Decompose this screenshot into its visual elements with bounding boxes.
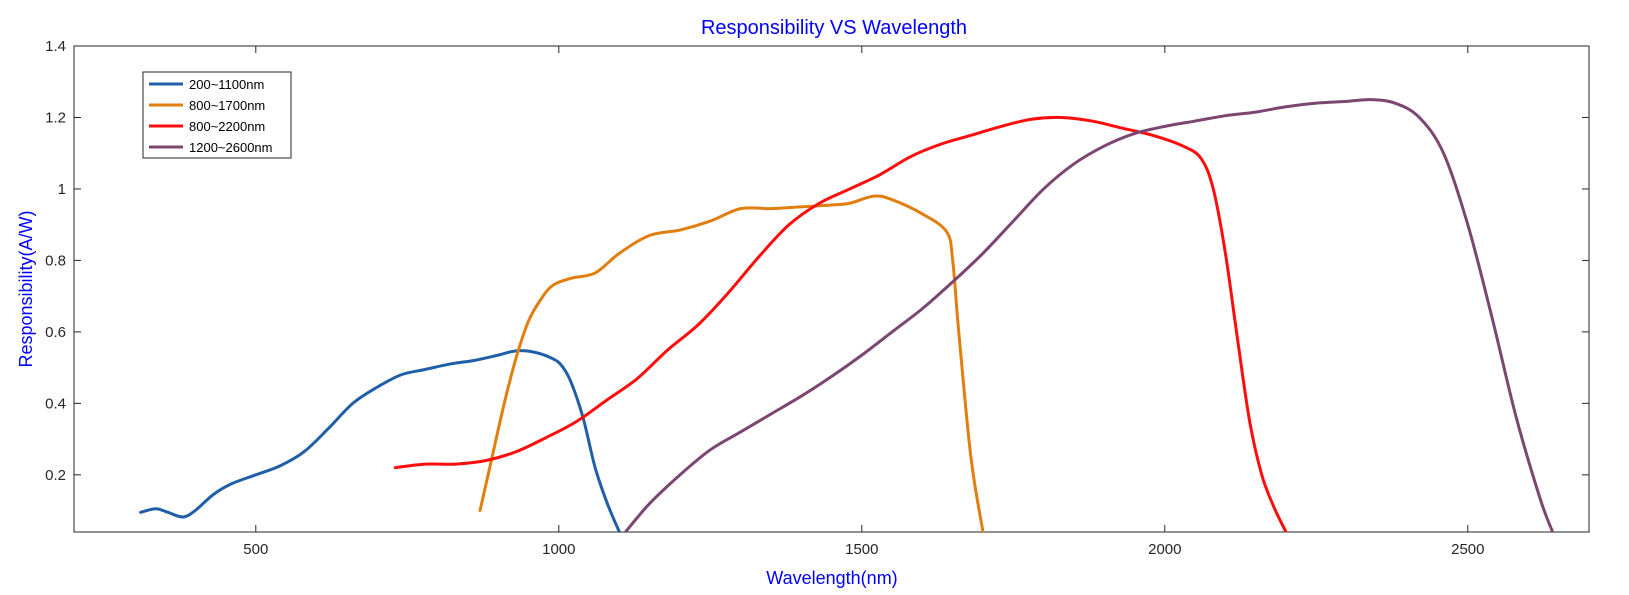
series-line-1 <box>139 349 621 532</box>
plot-frame <box>73 45 1590 533</box>
series-line-4 <box>623 98 1555 532</box>
legend-label: 800~2200nm <box>189 119 265 134</box>
axis-ticks <box>74 45 1589 532</box>
x-tick-label: 2000 <box>1148 541 1181 558</box>
tick-labels: 500 1000 1500 2000 2500 0.2 0.4 0.6 0.8 1 1.2 1.4 <box>45 38 1484 558</box>
series-layer <box>139 98 1555 532</box>
y-tick-label: 1.2 <box>45 109 66 126</box>
y-tick-label: 0.2 <box>45 467 66 484</box>
x-tick-label: 1000 <box>542 541 575 558</box>
y-tick-label: 0.4 <box>45 395 66 412</box>
series-line-3 <box>393 115 1288 532</box>
y-tick-label: 0.8 <box>45 252 66 269</box>
y-tick-label: 1 <box>58 181 66 198</box>
y-tick-label: 0.6 <box>45 324 66 341</box>
legend-box <box>142 71 292 159</box>
legend-label: 1200~2600nm <box>189 140 273 155</box>
legend-label: 200~1100nm <box>189 77 264 92</box>
legend: 200~1100nm 800~1700nm 800~2200nm 1200~2600n… <box>142 71 292 159</box>
x-tick-label: 2500 <box>1451 541 1484 558</box>
x-tick-label: 1500 <box>845 541 878 558</box>
legend-label: 800~1700nm <box>189 98 265 113</box>
x-tick-label: 500 <box>243 541 268 558</box>
chart-title: Responsibility VS Wavelength <box>701 17 967 39</box>
x-axis-label: Wavelength(nm) <box>766 568 897 588</box>
y-axis-label: Responsibility(A/W) <box>16 210 36 367</box>
series-line-2 <box>478 194 985 532</box>
y-tick-label: 1.4 <box>45 38 66 55</box>
